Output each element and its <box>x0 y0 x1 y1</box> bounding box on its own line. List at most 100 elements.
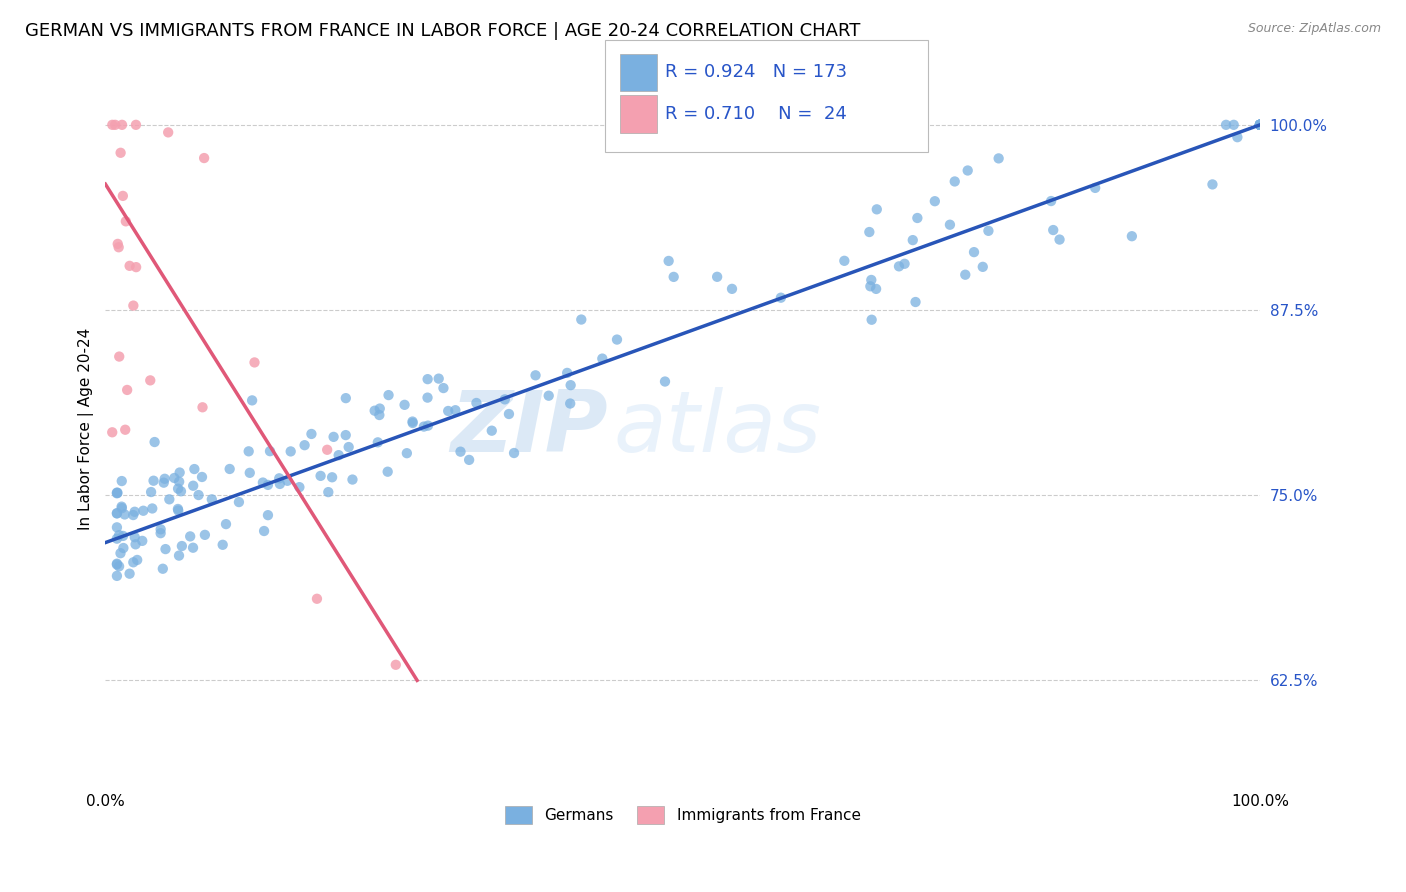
Point <box>118 259 141 273</box>
Text: GERMAN VS IMMIGRANTS FROM FRANCE IN LABOR FORCE | AGE 20-24 CORRELATION CHART: GERMAN VS IMMIGRANTS FROM FRANCE IN LABO… <box>25 22 860 40</box>
Point <box>193 151 215 165</box>
Text: Source: ZipAtlas.com: Source: ZipAtlas.com <box>1247 22 1381 36</box>
Point <box>658 254 681 268</box>
Point <box>280 444 302 458</box>
Point <box>191 470 214 484</box>
Point <box>167 502 190 516</box>
Point <box>105 557 128 571</box>
Point <box>1249 118 1271 132</box>
Point <box>432 381 454 395</box>
Point <box>328 448 350 462</box>
Point <box>108 528 131 542</box>
Point <box>105 486 128 500</box>
Point <box>1249 118 1271 132</box>
Point <box>276 474 298 488</box>
Point <box>141 501 163 516</box>
Point <box>179 529 201 543</box>
Point <box>269 477 291 491</box>
Point <box>167 475 190 489</box>
Point <box>368 401 391 416</box>
Point <box>335 391 357 405</box>
Point <box>163 471 186 485</box>
Point <box>169 466 191 480</box>
Point <box>860 312 883 326</box>
Point <box>215 517 238 532</box>
Point <box>1249 118 1271 132</box>
Point <box>149 522 172 536</box>
Point <box>1215 118 1237 132</box>
Point <box>972 260 994 274</box>
Point <box>905 211 928 225</box>
Point <box>288 480 311 494</box>
Point <box>111 529 134 543</box>
Point <box>569 312 592 326</box>
Point <box>127 553 149 567</box>
Point <box>157 492 180 507</box>
Legend: Germans, Immigrants from France: Germans, Immigrants from France <box>499 800 866 830</box>
Point <box>1249 118 1271 132</box>
Point <box>1049 233 1071 247</box>
Point <box>257 478 280 492</box>
Point <box>1249 118 1271 132</box>
Point <box>139 373 162 387</box>
Point <box>560 396 582 410</box>
Point <box>412 419 434 434</box>
Point <box>108 559 131 574</box>
Point <box>201 492 224 507</box>
Point <box>524 368 547 383</box>
Point <box>402 416 425 430</box>
Point <box>132 504 155 518</box>
Point <box>122 555 145 569</box>
Point <box>987 152 1010 166</box>
Point <box>183 462 205 476</box>
Point <box>167 549 190 563</box>
Point <box>153 472 176 486</box>
Point <box>416 372 439 386</box>
Point <box>904 295 927 310</box>
Point <box>157 125 180 139</box>
Point <box>1249 118 1271 132</box>
Point <box>122 508 145 522</box>
Point <box>963 245 986 260</box>
Point <box>977 224 1000 238</box>
Point <box>143 435 166 450</box>
Point <box>170 539 193 553</box>
Point <box>537 389 560 403</box>
Point <box>122 299 145 313</box>
Point <box>385 657 408 672</box>
Point <box>316 442 339 457</box>
Point <box>301 427 323 442</box>
Point <box>481 424 503 438</box>
Point <box>257 508 280 523</box>
Point <box>191 401 214 415</box>
Point <box>105 485 128 500</box>
Point <box>560 378 582 392</box>
Point <box>458 453 481 467</box>
Point <box>105 520 128 534</box>
Point <box>866 202 889 217</box>
Text: R = 0.710    N =  24: R = 0.710 N = 24 <box>665 105 846 123</box>
Point <box>194 528 217 542</box>
Point <box>654 375 676 389</box>
Point <box>239 466 262 480</box>
Point <box>377 465 399 479</box>
Point <box>342 473 364 487</box>
Point <box>1249 118 1271 132</box>
Point <box>108 350 131 364</box>
Point <box>105 558 128 572</box>
Point <box>860 273 883 287</box>
Point <box>395 446 418 460</box>
Point <box>1249 118 1271 132</box>
Point <box>1249 118 1271 132</box>
Point <box>1249 118 1271 132</box>
Point <box>105 507 128 521</box>
Text: R = 0.924   N = 173: R = 0.924 N = 173 <box>665 63 848 81</box>
Point <box>107 485 129 500</box>
Point <box>1042 223 1064 237</box>
Point <box>142 474 165 488</box>
Text: atlas: atlas <box>613 387 821 470</box>
Point <box>124 537 146 551</box>
Point <box>105 506 128 520</box>
Point <box>494 392 516 407</box>
Point <box>115 383 138 397</box>
